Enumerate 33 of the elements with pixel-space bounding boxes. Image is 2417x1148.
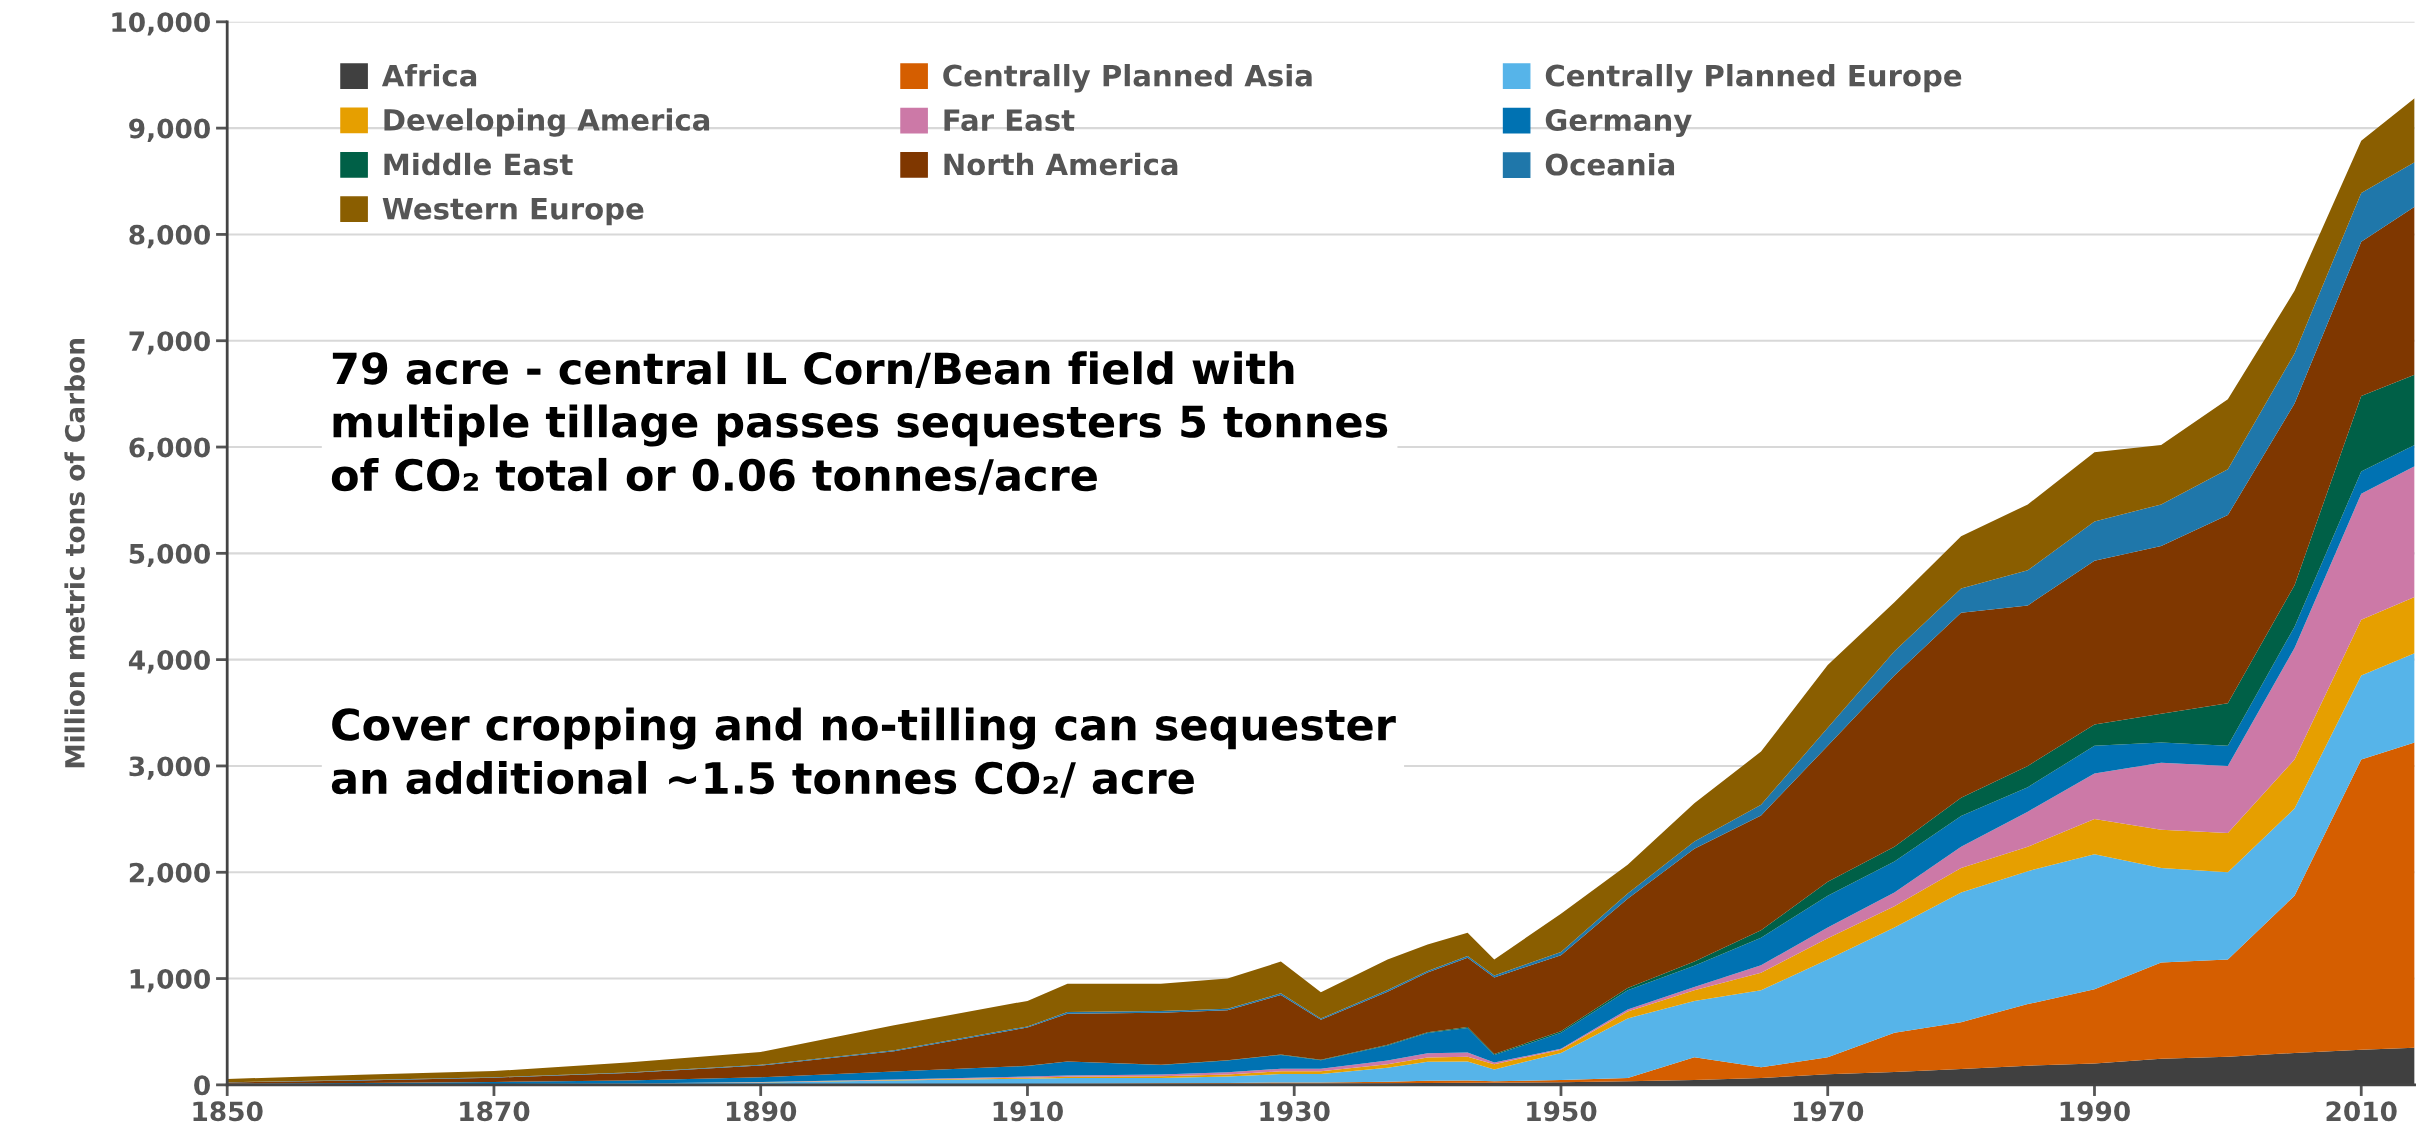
annotation: Cover cropping and no-tilling can sequester an additional ~1.5 tonnes CO₂/ acre [331, 707, 1396, 798]
legend-label: Western Europe [382, 197, 644, 226]
y-tick-label: 2,000 [129, 862, 210, 887]
y-axis-title: Million metric tons of Carbon [64, 339, 85, 768]
x-tick-label: 1910 [993, 1101, 1063, 1122]
x-tick-label: 1930 [1260, 1101, 1330, 1122]
y-tick-label: 10,000 [112, 12, 210, 36]
y-tick-label: 7,000 [129, 331, 210, 355]
x-tick-label: 1950 [1527, 1101, 1597, 1122]
legend-label: Developing America [384, 108, 710, 137]
legend-label: Germany [1545, 109, 1692, 137]
y-tick-label: 6,000 [129, 437, 210, 461]
x-tick-label: 1850 [193, 1101, 263, 1122]
y-tick-label: 3,000 [129, 756, 210, 780]
legend-label: Centrally Planned Europe [1545, 64, 1962, 93]
x-tick-label: 1970 [1793, 1101, 1864, 1122]
y-tick-label: 9,000 [129, 118, 210, 142]
x-tick-label: 1990 [2060, 1101, 2130, 1122]
legend-label: Far East [944, 109, 1075, 132]
y-tick-label: 4,000 [128, 650, 210, 674]
y-tick-label: 5,000 [129, 543, 210, 568]
legend-label: Middle East [384, 152, 573, 176]
x-tick-label: 1870 [460, 1101, 530, 1122]
legend-label: North America [944, 152, 1178, 176]
legend-label: Centrally Planned Asia [943, 64, 1312, 93]
y-tick-label: 8,000 [129, 224, 210, 249]
legend-label: Oceania [1545, 153, 1675, 176]
x-tick-label: 2010 [2326, 1101, 2397, 1122]
annotation: 79 acre - central IL Corn/Bean field with multiple tillage passes sequesters 5 tonnes of CO₂ total or 0.06 tonnes/acre [331, 351, 1388, 495]
y-tick-label: 1,000 [130, 969, 210, 993]
x-tick-label: 1890 [726, 1101, 797, 1122]
y-tick-label: 0 [194, 1075, 210, 1096]
legend-label: Africa [381, 64, 477, 87]
